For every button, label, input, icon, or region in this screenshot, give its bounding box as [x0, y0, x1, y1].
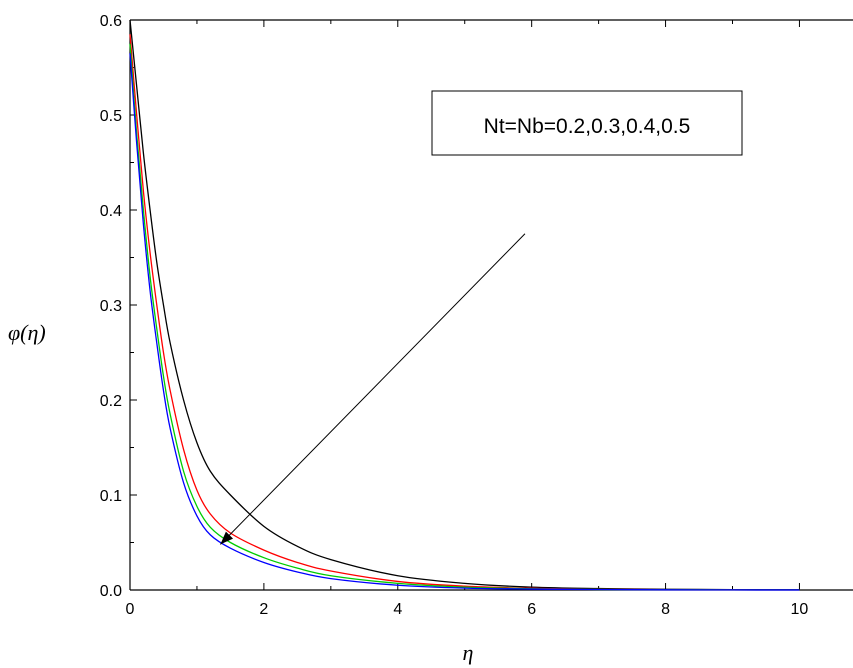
- annotation-arrowhead: [220, 531, 234, 545]
- axes: 0 2 4 6 8 10 0.0 0.1 0.2 0.3 0.4 0.5 0.6: [100, 13, 853, 618]
- y-tick-label: 0.6: [100, 13, 122, 30]
- y-tick-label: 0.4: [100, 203, 122, 220]
- series-group: [129, 19, 800, 591]
- y-tick-label: 0.0: [100, 583, 122, 600]
- annotation-arrow-line: [220, 233, 526, 545]
- annotation-box: [431, 90, 743, 156]
- annotation-group: Nt=Nb=0.2,0.3,0.4,0.5: [220, 90, 743, 545]
- x-axis-title: η: [463, 640, 474, 665]
- y-axis-title: φ(η): [8, 320, 46, 345]
- x-tick-label: 6: [527, 601, 536, 618]
- series-line-4: [129, 53, 800, 591]
- series-line-1: [129, 19, 800, 591]
- x-tick-label: 8: [661, 601, 670, 618]
- y-tick-label: 0.2: [100, 393, 122, 410]
- y-tick-label: 0.5: [100, 108, 122, 125]
- x-tick-label: 4: [393, 601, 402, 618]
- annotation-text: Nt=Nb=0.2,0.3,0.4,0.5: [484, 115, 691, 138]
- x-tick-label: 0: [126, 601, 135, 618]
- y-tick-label: 0.1: [100, 488, 122, 505]
- x-tick-label: 2: [259, 601, 268, 618]
- y-tick-label: 0.3: [100, 298, 122, 315]
- x-tick-label: 10: [791, 601, 809, 618]
